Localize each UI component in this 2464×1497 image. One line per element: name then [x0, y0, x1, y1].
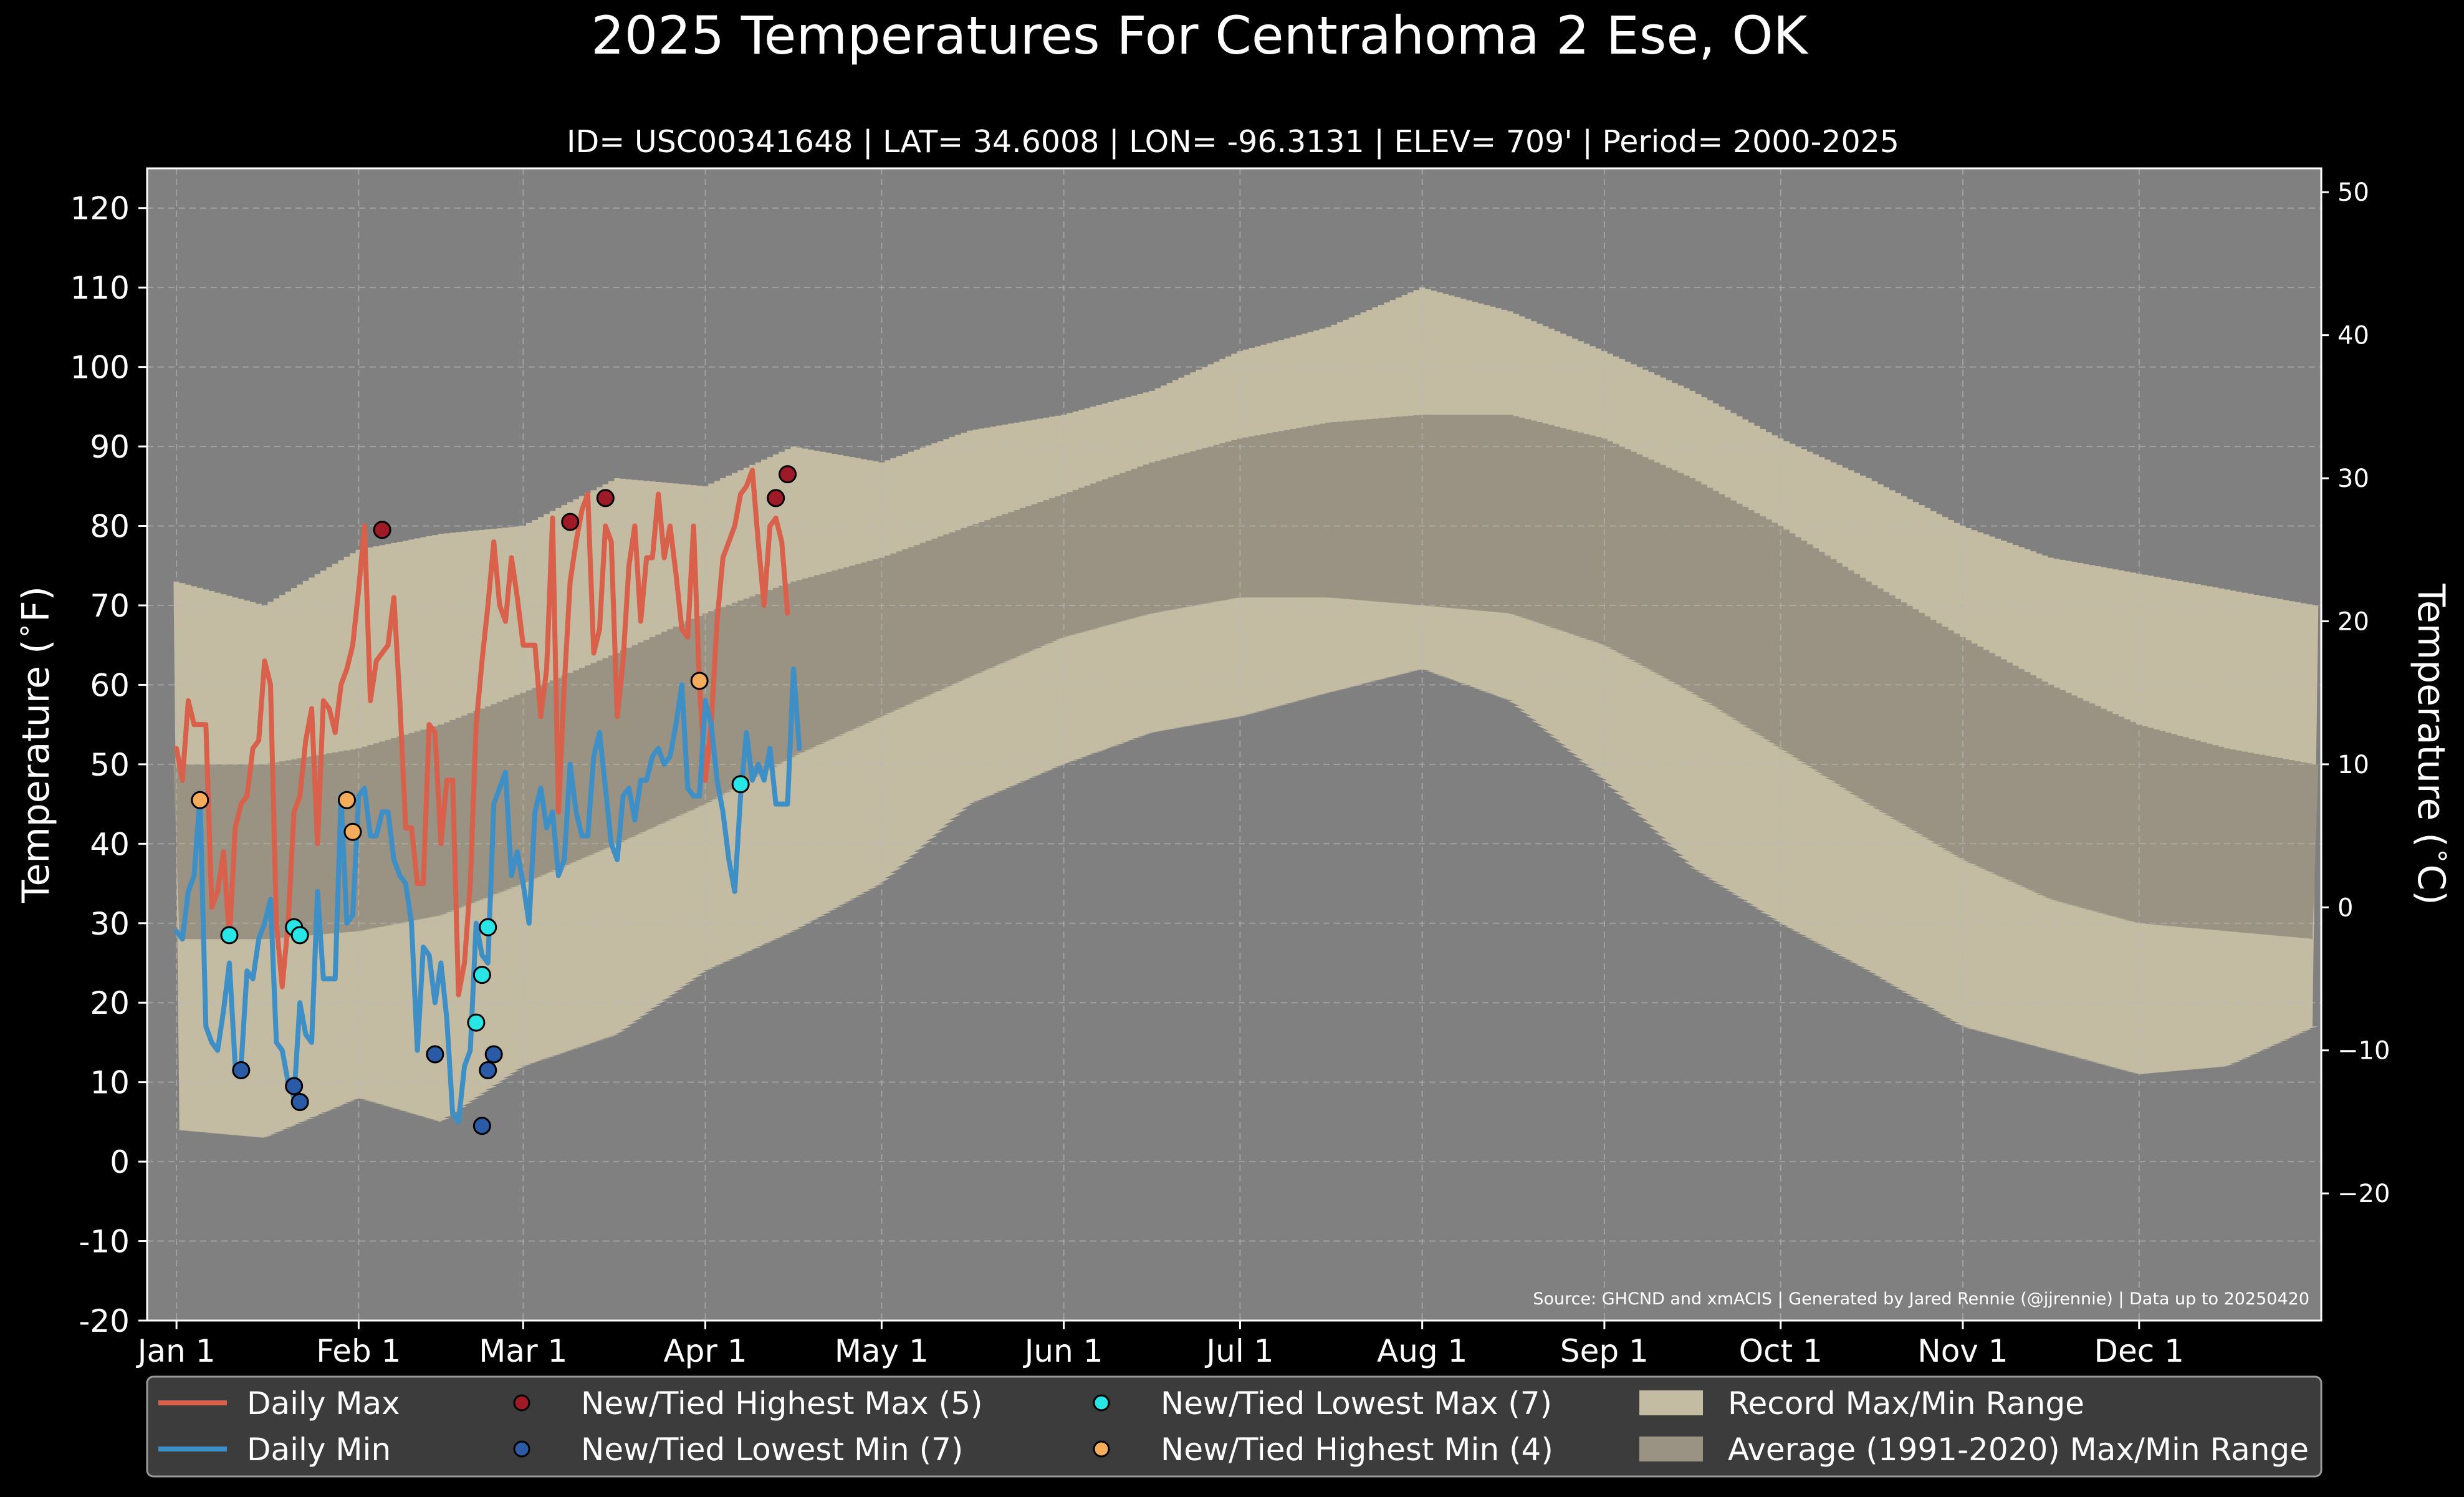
- legend-label: Average (1991-2020) Max/Min Range: [1728, 1432, 2309, 1468]
- y-tick-label-left: 90: [90, 429, 130, 465]
- y-tick-label-right: 30: [2337, 465, 2369, 493]
- legend-label: Daily Max: [247, 1385, 400, 1422]
- y-tick-label-right: 0: [2337, 893, 2353, 922]
- legend-box: [146, 1375, 2323, 1478]
- daily-min-line: [174, 666, 802, 1125]
- y-tick-label-left: 50: [90, 747, 130, 783]
- daily-max-line: [174, 468, 790, 998]
- y-tick-label-right: −10: [2337, 1037, 2390, 1066]
- record-low-min-dot: [484, 1045, 503, 1064]
- y-axis-right: −20 −10 0 10 20 30 40 50: [2321, 178, 2390, 1208]
- y-tick-label-left: 60: [90, 667, 130, 703]
- y-tick-label-left: 0: [110, 1144, 130, 1180]
- legend-label: Daily Min: [247, 1432, 391, 1468]
- legend-swatch-patch: [1639, 1390, 1703, 1415]
- plot-frame: [146, 167, 2323, 1322]
- record-low-max-dot: [220, 926, 239, 945]
- y-tick-label-left: -10: [79, 1224, 130, 1260]
- source-note: Source: GHCND and xmACIS | Generated by …: [1533, 1289, 2309, 1309]
- x-axis: Jan 1 Feb 1 Mar 1 Apr 1 May 1 Jun 1 Jul 1 Aug 1…: [136, 1321, 2184, 1369]
- record-low-min-dot: [290, 1093, 309, 1112]
- x-tick-label: Mar 1: [479, 1333, 567, 1369]
- y-tick-label-right: 10: [2337, 751, 2369, 779]
- record-low-min-dot: [285, 1077, 304, 1095]
- x-tick-label: May 1: [835, 1333, 929, 1369]
- record-high-max-dot: [767, 489, 785, 508]
- normal-range-band: [173, 415, 2319, 940]
- record-high-max-dot: [373, 521, 391, 539]
- record-low-max-dot: [467, 1013, 486, 1032]
- y-tick-label-left: 80: [90, 509, 130, 545]
- record-high-max-dot: [596, 489, 615, 508]
- x-tick-label: Aug 1: [1377, 1333, 1467, 1369]
- legend-label: New/Tied Lowest Min (7): [581, 1432, 963, 1468]
- x-tick-label: Sep 1: [1560, 1333, 1649, 1369]
- y-tick-label-left: 20: [90, 985, 130, 1021]
- record-low-min-dot: [426, 1045, 444, 1064]
- y-tick-label-left: 70: [90, 588, 130, 624]
- y-tick-label-right: 20: [2337, 607, 2369, 636]
- legend-swatch-dot: [1093, 1440, 1110, 1458]
- record-low-max-dot: [479, 918, 497, 936]
- x-tick-label: Feb 1: [316, 1333, 401, 1369]
- y-tick-label-left: 10: [90, 1065, 130, 1101]
- y-axis-label-right-unit: ∘: [2428, 847, 2460, 865]
- y-tick-label-left: 40: [90, 826, 130, 862]
- record-low-min-dot: [479, 1061, 497, 1080]
- x-tick-label: Jun 1: [1023, 1333, 1103, 1369]
- x-tick-label: Jul 1: [1204, 1333, 1273, 1369]
- record-high-min-dot: [690, 671, 709, 690]
- record-high-max-dot: [779, 465, 797, 484]
- record-range-band: [173, 287, 2319, 1138]
- record-high-max-dot: [561, 513, 580, 531]
- legend-swatch-dot: [513, 1394, 530, 1412]
- y-tick-label-right: 50: [2337, 178, 2369, 207]
- x-tick-label: Dec 1: [2094, 1333, 2184, 1369]
- y-tick-label-left: -20: [79, 1303, 130, 1339]
- legend: Daily Max Daily Min New/Tied Highest Max (…: [146, 1375, 2323, 1478]
- y-tick-label-left: 30: [90, 906, 130, 942]
- legend-label: New/Tied Lowest Max (7): [1161, 1385, 1552, 1422]
- x-tick-label: Apr 1: [663, 1333, 747, 1369]
- legend-swatch-patch: [1639, 1437, 1703, 1461]
- normal-range-area: [173, 415, 2319, 940]
- y-axis-left: -20 -10 0 10 20 30 40 50 60 70 80 90 100 110 120: [70, 191, 147, 1339]
- record-high-min-dot: [191, 791, 209, 809]
- x-tick-label: Nov 1: [1917, 1333, 2008, 1369]
- y-tick-label-left: 120: [70, 191, 130, 227]
- record-markers: [191, 465, 797, 1135]
- record-range-area: [173, 287, 2319, 1138]
- legend-label: Record Max/Min Range: [1728, 1385, 2084, 1422]
- record-high-min-dot: [338, 791, 357, 809]
- chart-subtitle: ID= USC00341648 | LAT= 34.6008 | LON= -9…: [567, 124, 1899, 160]
- daily-series: [174, 468, 802, 1125]
- legend-label: New/Tied Highest Max (5): [581, 1385, 983, 1422]
- legend-items: Daily Max Daily Min New/Tied Highest Max (…: [158, 1385, 2309, 1468]
- y-tick-label-right: 40: [2337, 322, 2369, 350]
- y-tick-label-right: −20: [2337, 1180, 2390, 1208]
- record-high-min-dot: [343, 822, 362, 841]
- record-low-max-dot: [472, 966, 491, 984]
- x-tick-label: Oct 1: [1739, 1333, 1823, 1369]
- record-low-min-dot: [472, 1117, 491, 1135]
- y-tick-label-left: 100: [70, 350, 130, 386]
- y-tick-label-left: 110: [70, 270, 130, 306]
- chart-title: 2025 Temperatures For Centrahoma 2 Ese, …: [591, 5, 1808, 66]
- x-tick-label: Jan 1: [136, 1333, 216, 1369]
- legend-swatch-dot: [1093, 1394, 1110, 1412]
- record-low-max-dot: [731, 775, 750, 794]
- plot-area: Source: GHCND and xmACIS | Generated by …: [146, 167, 2323, 1322]
- y-axis-label-left-unit: ∘: [8, 622, 40, 640]
- record-low-max-dot: [290, 926, 309, 945]
- record-low-min-dot: [232, 1061, 251, 1080]
- legend-label: New/Tied Highest Min (4): [1161, 1432, 1553, 1468]
- legend-swatch-dot: [513, 1440, 530, 1458]
